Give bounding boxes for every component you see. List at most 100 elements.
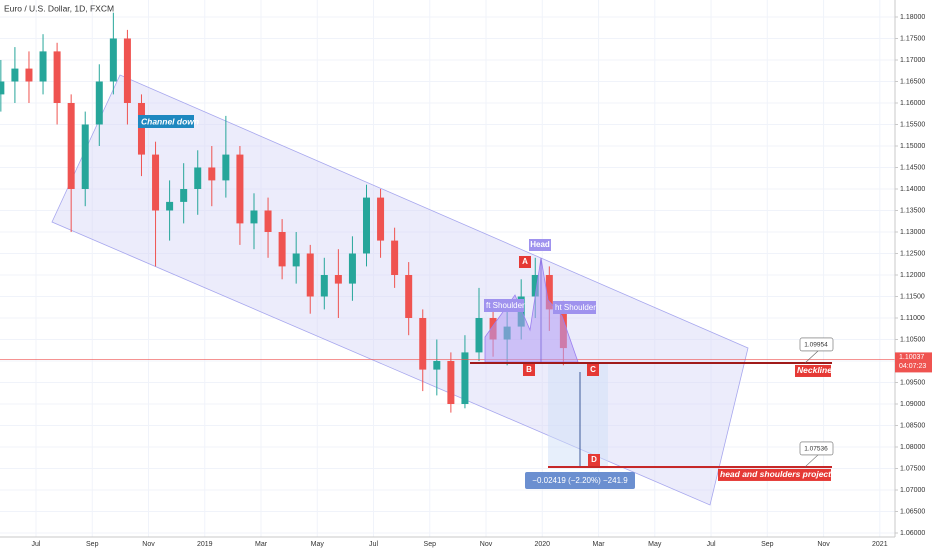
candle-body <box>250 210 258 224</box>
x-axis-bg <box>0 537 932 550</box>
channel <box>51 74 749 506</box>
candle-body <box>292 253 300 267</box>
candle-body <box>53 51 61 103</box>
candle-body <box>391 240 399 275</box>
candle-body <box>545 274 553 310</box>
neckline-callout <box>799 337 834 352</box>
candle-body <box>236 154 244 224</box>
neckline-price: 1.09954 <box>804 342 828 349</box>
x-tick-label: 2021 <box>872 541 888 548</box>
right-shoulder-bg <box>553 301 596 314</box>
x-tick-label: Jul <box>369 541 378 548</box>
candle-body <box>461 352 469 404</box>
x-tick-label: May <box>648 541 662 548</box>
candle-body <box>475 317 483 353</box>
y-tick-label: 1.13000 <box>900 229 925 236</box>
y-tick-label: 1.16500 <box>900 78 925 85</box>
a-label: A <box>522 257 528 266</box>
d-label: D <box>591 455 597 464</box>
candle-body <box>278 231 286 267</box>
y-tick-label: 1.17000 <box>900 57 925 64</box>
x-tick-label: Mar <box>255 541 268 548</box>
channel-label-bg <box>138 115 194 128</box>
y-tick-label: 1.07500 <box>900 465 925 472</box>
candle-body <box>67 102 75 189</box>
d-bg <box>588 454 600 466</box>
y-tick-label: 1.15500 <box>900 121 925 128</box>
y-tick-label: 1.14500 <box>900 164 925 171</box>
y-tick-label: 1.06000 <box>900 530 925 537</box>
b-bg <box>523 364 535 376</box>
candle-body <box>180 188 188 202</box>
candle-body <box>447 360 455 404</box>
current-price-tag <box>895 352 932 373</box>
candle-body <box>264 210 272 232</box>
candle-body <box>0 81 5 95</box>
b-label: B <box>526 365 532 374</box>
annotations: Channel down Head ft Shoulder ht Shoulde… <box>138 115 844 489</box>
candle-body <box>348 253 356 284</box>
candle-body <box>194 167 202 189</box>
y-tick-label: 1.08000 <box>900 444 925 451</box>
grid <box>0 0 895 537</box>
y-tick-label: 1.11500 <box>900 293 925 300</box>
y-tick-label: 1.12000 <box>900 272 925 279</box>
neckline-tag-bg <box>795 364 831 377</box>
measure-box <box>548 363 608 467</box>
candle-body <box>306 253 314 297</box>
y-tick-label: 1.15000 <box>900 143 925 150</box>
c-bg <box>587 364 599 376</box>
x-tick-label: May <box>311 541 325 548</box>
x-tick-label: Jul <box>32 541 41 548</box>
measure-label: −0.02419 (−2.20%) −241.9 <box>532 476 628 485</box>
x-tick-label: Jul <box>707 541 716 548</box>
y-tick-label: 1.09500 <box>900 379 925 386</box>
x-tick-label: Sep <box>761 541 774 548</box>
y-tick-label: 1.16000 <box>900 100 925 107</box>
candle-body <box>11 68 19 82</box>
candle-body <box>377 197 385 241</box>
current-price-label: 1.10037 <box>899 354 924 361</box>
candle-body <box>419 317 427 370</box>
c-label: C <box>590 365 596 374</box>
candle-body <box>531 274 539 297</box>
projection-tag-bg <box>718 468 831 481</box>
candle-body <box>39 51 47 82</box>
left-shoulder-bg <box>484 299 524 312</box>
x-tick-label: Nov <box>817 541 830 548</box>
y-tick-label: 1.18000 <box>900 14 925 21</box>
projection-price: 1.07536 <box>804 446 828 453</box>
right-shoulder-label: ht Shoulder <box>555 303 596 312</box>
y-tick-label: 1.09000 <box>900 401 925 408</box>
candle-body <box>320 274 328 297</box>
x-tick-label: Sep <box>86 541 99 548</box>
y-tick-label: 1.10500 <box>900 336 925 343</box>
y-tick-label: 1.07000 <box>900 487 925 494</box>
y-tick-label: 1.17500 <box>900 35 925 42</box>
x-tick-label: Nov <box>480 541 493 548</box>
candle-body <box>137 102 145 155</box>
candle-body <box>222 154 230 181</box>
y-axis-bg <box>895 0 932 550</box>
y-tick-label: 1.08500 <box>900 422 925 429</box>
neckline-tag: Neckline <box>797 365 832 375</box>
y-tick-label: 1.14000 <box>900 186 925 193</box>
y-tick-label: 1.06500 <box>900 508 925 515</box>
candle-body <box>152 154 160 211</box>
candle-body <box>334 274 342 284</box>
projection-callout <box>799 441 834 456</box>
head-label-bg <box>529 239 551 251</box>
a-bg <box>519 256 531 268</box>
x-tick-label: Sep <box>424 541 437 548</box>
candle-body <box>433 360 441 370</box>
countdown: 04:07:23 <box>899 363 926 370</box>
candle-body <box>109 38 117 82</box>
candle-body <box>95 81 103 125</box>
candle-body <box>123 38 131 103</box>
candle-body <box>166 201 174 211</box>
measure-bg <box>525 472 635 489</box>
head-label: Head <box>530 240 550 249</box>
candle-body <box>208 167 216 181</box>
projection-callout-stem <box>804 454 819 468</box>
